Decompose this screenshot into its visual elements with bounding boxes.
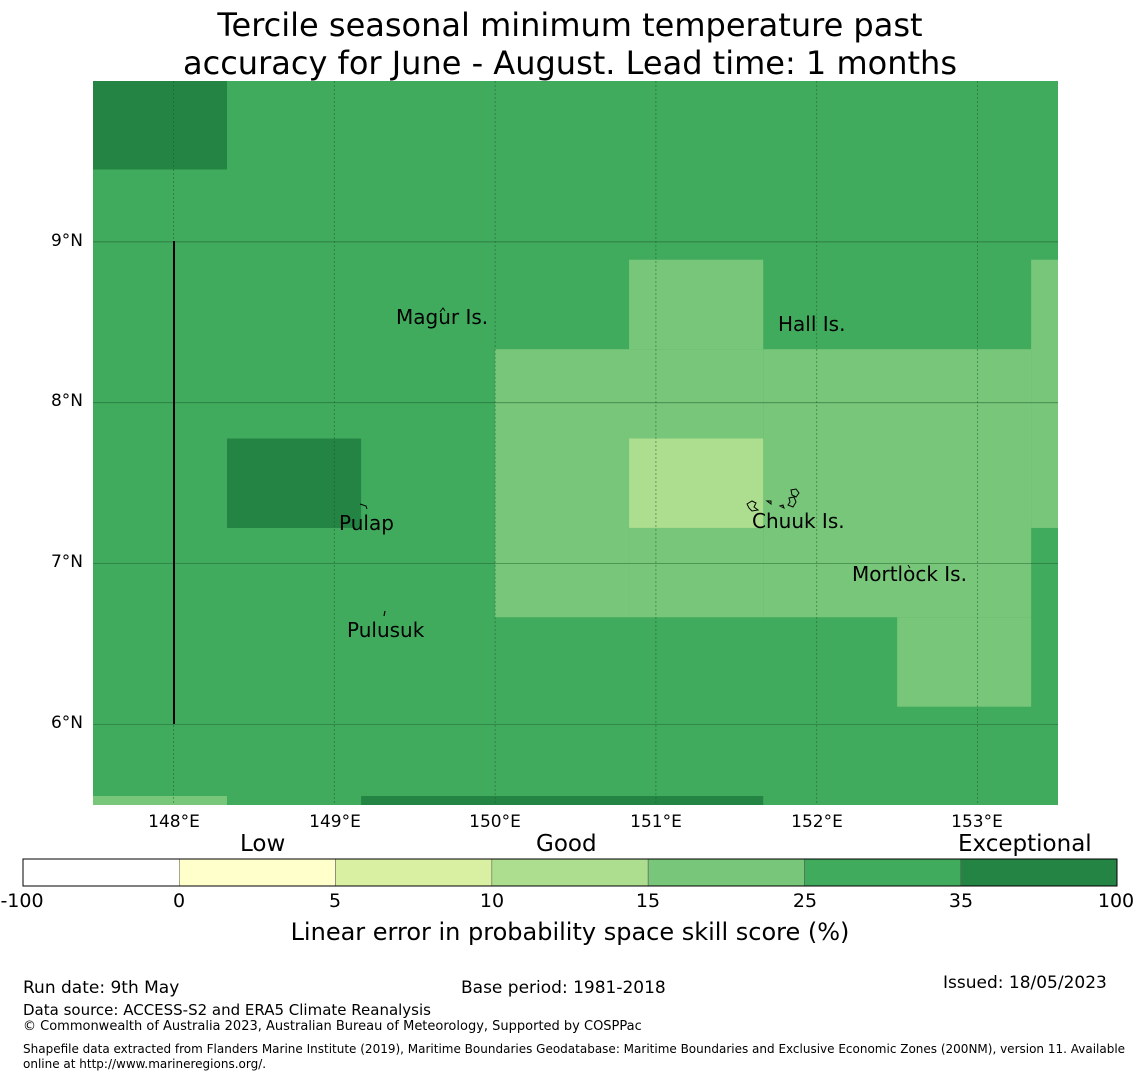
lat-label-7n: 7°N	[50, 552, 83, 572]
skill-grid-cells	[93, 81, 1058, 805]
colorbar-axis-label: Linear error in probability space skill …	[290, 918, 850, 946]
skill-cell	[629, 259, 764, 350]
skill-cell	[629, 438, 764, 528]
colorbar-segment	[491, 858, 649, 887]
colorbar-tick-label: 15	[635, 890, 661, 912]
mortlock-island-outline	[907, 564, 911, 569]
issued-date: Issued: 18/05/2023	[943, 973, 1107, 993]
lon-label-148e: 148°E	[148, 812, 200, 832]
skill-cell	[763, 349, 1032, 439]
place-label-magur: Magur Is.	[396, 305, 489, 329]
lon-label-149e: 149°E	[309, 812, 361, 832]
skill-cell	[629, 527, 764, 618]
colorbar-segment	[960, 858, 1118, 887]
colorbar-tick-label: -100	[0, 890, 44, 912]
skill-cell	[495, 438, 630, 618]
skill-cell	[897, 617, 1032, 707]
chuuk-islands-outline	[746, 488, 800, 512]
colorbar-tick-label: 100	[1097, 890, 1135, 912]
category-label-good: Good	[536, 831, 597, 857]
base-period: Base period: 1981-2018	[461, 978, 666, 998]
lat-label-9n: 9°N	[50, 231, 83, 251]
place-label-pulusuk: Pulusuk	[347, 618, 425, 642]
skill-cell	[93, 81, 227, 170]
colorbar-frame	[22, 858, 1118, 887]
place-label-chuuk: Chuuk Is.	[752, 509, 845, 533]
pulap-island-outline	[359, 503, 368, 510]
lon-label-151e: 151°E	[630, 812, 682, 832]
category-label-exceptional: Exceptional	[958, 831, 1092, 857]
colorbar-tick-label: 25	[792, 890, 818, 912]
colorbar	[22, 858, 1118, 887]
shapefile-credit-line2: online at http://www.marineregions.org/.	[23, 1057, 267, 1071]
chart-title-line1: Tercile seasonal minimum temperature pas…	[217, 6, 923, 44]
colorbar-segment	[22, 858, 180, 887]
colorbar-tick-label: 0	[172, 890, 186, 912]
colorbar-segment	[647, 858, 805, 887]
lon-label-153e: 153°E	[951, 812, 1003, 832]
lon-label-152e: 152°E	[791, 812, 843, 832]
data-source: Data source: ACCESS-S2 and ERA5 Climate …	[23, 1001, 431, 1019]
graticule	[93, 81, 1058, 805]
lat-label-8n: 8°N	[50, 391, 83, 411]
shapefile-credit-line1: Shapefile data extracted from Flanders M…	[23, 1042, 1126, 1056]
place-label-mortlock: Mortlock Is.	[852, 562, 967, 586]
skill-cell	[361, 795, 764, 805]
skill-cell	[763, 438, 1032, 618]
colorbar-tick-label: 35	[948, 890, 974, 912]
colorbar-segment	[804, 858, 961, 887]
place-label-hall: Hall Is.	[778, 312, 846, 336]
place-label-pulap: Pulap	[339, 511, 394, 535]
colorbar-segment	[179, 858, 336, 887]
category-label-low: Low	[240, 831, 286, 857]
pulusuk-island-outline	[383, 610, 386, 617]
colorbar-tick-label: 5	[328, 890, 342, 912]
skill-cell	[93, 795, 227, 805]
colorbar-tick-label: 10	[479, 890, 505, 912]
run-date: Run date: 9th May	[23, 978, 180, 998]
coastlines	[173, 241, 911, 724]
chart-title-line2: accuracy for June - August. Lead time: 1…	[183, 44, 957, 82]
magur-island-outline	[439, 307, 446, 313]
lon-label-150e: 150°E	[469, 812, 521, 832]
lat-label-6n: 6°N	[50, 713, 83, 733]
skill-cell	[495, 349, 764, 439]
colorbar-segment	[335, 858, 493, 887]
skill-cell	[226, 438, 362, 528]
copyright-notice: © Commonwealth of Australia 2023, Austra…	[23, 1019, 642, 1034]
skill-cell	[1031, 259, 1058, 528]
